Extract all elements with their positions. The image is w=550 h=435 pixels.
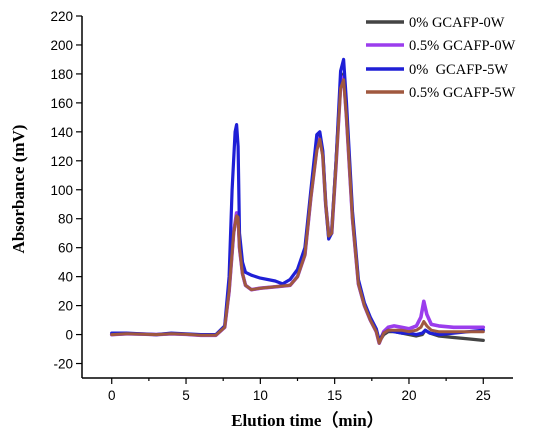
x-tick-label: 20 — [401, 388, 416, 403]
x-tick-label: 10 — [253, 388, 268, 403]
y-tick-label: 160 — [50, 96, 73, 111]
plot-lines — [109, 57, 486, 345]
x-tick-label: 15 — [327, 388, 342, 403]
y-tick-label: 20 — [58, 299, 73, 314]
y-tick-label: 80 — [58, 212, 73, 227]
legend: 0% GCAFP-0W 0.5% GCAFP-0W 0% GCAFP-5W 0.5% … — [366, 15, 516, 101]
y-tick-label: 180 — [50, 67, 73, 82]
y-axis-title: Absorbance (mV) — [9, 125, 28, 254]
y-tick-label: 60 — [58, 241, 73, 256]
series-line — [110, 78, 485, 345]
legend-label: 0.5% GCAFP-0W — [409, 38, 516, 54]
y-tick-label: 200 — [50, 38, 73, 53]
x-tick-label: 0 — [108, 388, 116, 403]
series-line — [110, 72, 485, 344]
x-ticks: 0 5 10 15 20 25 — [108, 378, 491, 403]
y-tick-label: 40 — [58, 270, 73, 285]
y-tick-label: 220 — [50, 9, 73, 24]
legend-label: 0.5% GCAFP-5W — [409, 85, 516, 101]
series-line — [109, 75, 486, 345]
x-axis-title: Elution time（min） — [231, 410, 384, 430]
y-tick-label: 0 — [65, 328, 73, 343]
legend-label: 0% GCAFP-5W — [409, 62, 508, 78]
x-tick-label: 25 — [476, 388, 491, 403]
legend-label: 0% GCAFP-0W — [409, 15, 505, 31]
y-tick-label: 140 — [50, 125, 73, 140]
y-tick-label: 100 — [50, 183, 73, 198]
series-line — [110, 57, 485, 342]
y-tick-label: 120 — [50, 154, 73, 169]
x-tick-label: 5 — [182, 388, 190, 403]
y-tick-label: -20 — [53, 357, 73, 372]
y-ticks: -20 0 20 40 60 80 100 120 140 160 180 200 220 — [50, 9, 82, 372]
